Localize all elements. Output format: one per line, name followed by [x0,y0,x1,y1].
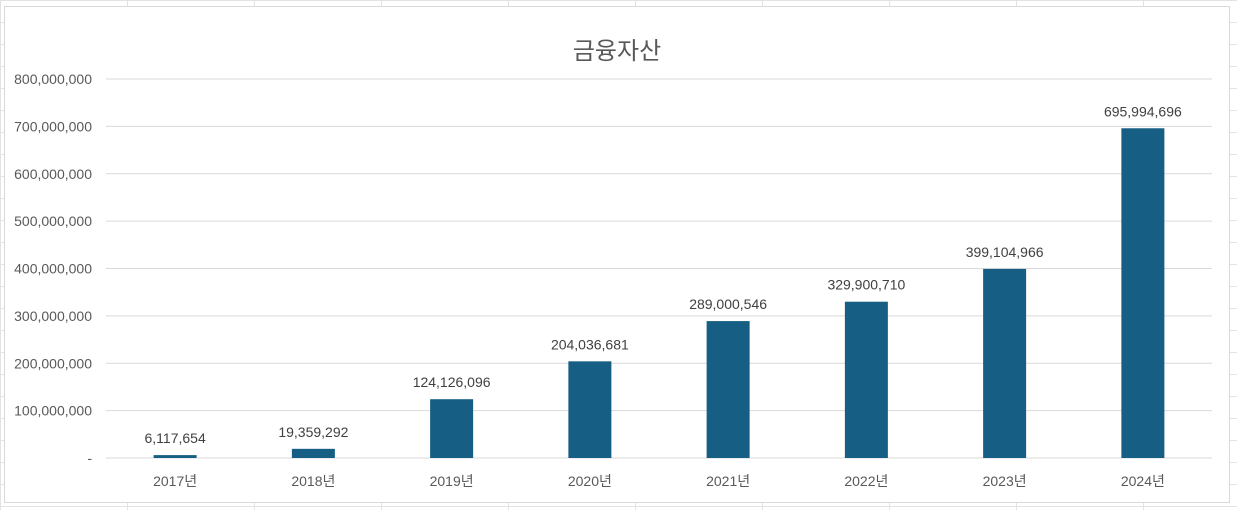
bar [983,268,1027,458]
x-tick-label: 2017년 [153,473,197,489]
data-label: 204,036,681 [551,336,629,352]
y-tick-label: 100,000,000 [14,403,92,419]
y-tick-label: 600,000,000 [14,166,92,182]
x-tick-label: 2019년 [430,473,474,489]
bar [153,455,197,458]
y-tick-label: 500,000,000 [14,213,92,229]
data-label: 695,994,696 [1104,103,1182,119]
bar [291,448,335,458]
y-tick-label: - [87,450,92,466]
data-label: 329,900,710 [827,277,905,293]
gridlines [106,78,1212,459]
x-tick-label: 2023년 [983,473,1027,489]
data-label: 399,104,966 [966,244,1044,260]
data-labels: 6,117,654 19,359,292 124,126,096 204,036,68… [145,103,1183,446]
x-tick-label: 2024년 [1121,473,1165,489]
data-label: 6,117,654 [145,430,206,446]
bars [153,128,1165,458]
x-tick-label: 2020년 [568,473,612,489]
y-tick-label: 700,000,000 [14,118,92,134]
x-tick-label: 2018년 [291,473,335,489]
y-tick-label: 400,000,000 [14,261,92,277]
bar [430,399,474,458]
data-label: 289,000,546 [689,296,767,312]
bar [706,321,750,458]
bar-chart: - 100,000,000 200,000,000 300,000,000 400,00… [14,71,1212,489]
bar [568,361,612,458]
y-tick-label: 300,000,000 [14,308,92,324]
data-label: 124,126,096 [413,374,491,390]
y-tick-label: 200,000,000 [14,355,92,371]
bar [1121,128,1165,458]
bar [844,301,888,458]
chart-area[interactable]: 금융자산 - 100,000,000 200,000,000 300,000,000 4… [4,6,1230,503]
x-tick-label: 2021년 [706,473,750,489]
x-axis-ticks: 2017년 2018년 2019년 2020년 2021년 2022년 2023년 2024년 [153,473,1165,489]
y-axis-ticks: - 100,000,000 200,000,000 300,000,000 400,00… [14,71,92,466]
chart-title: 금융자산 [572,38,662,65]
data-label: 19,359,292 [278,424,348,440]
x-tick-label: 2022년 [844,473,888,489]
y-tick-label: 800,000,000 [14,71,92,87]
